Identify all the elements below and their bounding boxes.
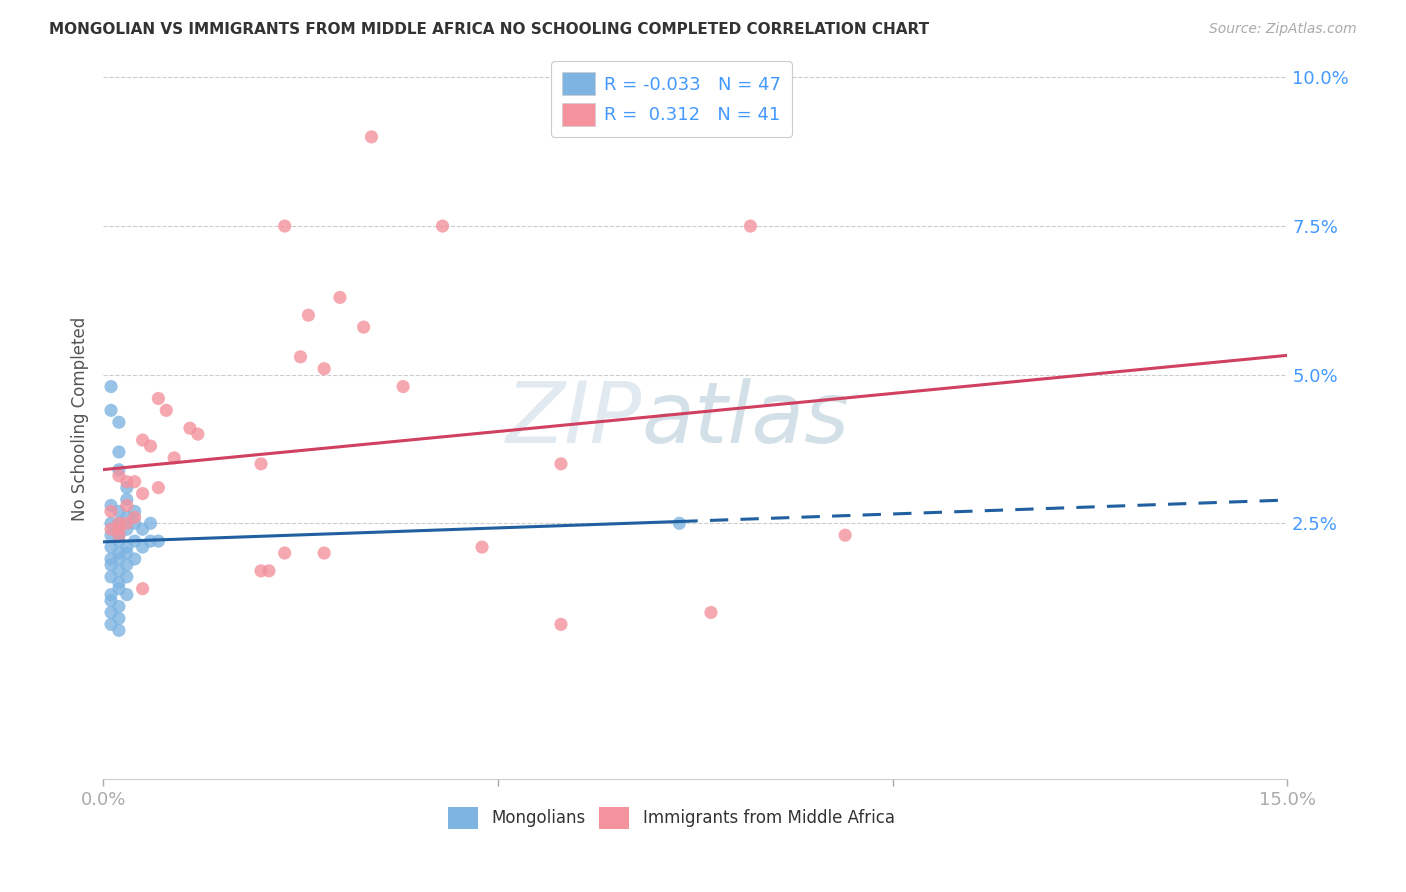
Point (108, 624, 131, 638)
Point (108, 546, 131, 560)
Point (550, 457, 572, 471)
Point (100, 516, 122, 531)
Point (353, 320, 375, 334)
Point (115, 558, 138, 572)
Point (108, 468, 131, 483)
Point (108, 463, 131, 477)
Point (148, 481, 170, 495)
Point (139, 439, 162, 453)
Point (115, 570, 138, 584)
Point (115, 481, 138, 495)
Point (131, 433, 153, 447)
Point (100, 570, 122, 584)
Point (155, 403, 177, 417)
Legend: Mongolians, Immigrants from Middle Africa: Mongolians, Immigrants from Middle Afric… (441, 801, 901, 835)
Text: ZIP: ZIP (506, 377, 643, 461)
Point (100, 558, 122, 572)
Point (115, 499, 138, 513)
Point (250, 457, 273, 471)
Point (700, 606, 723, 620)
Point (131, 486, 153, 500)
Point (108, 528, 131, 542)
Point (108, 564, 131, 578)
Point (834, 528, 856, 542)
Point (100, 593, 122, 607)
Point (314, 361, 336, 376)
Point (250, 564, 273, 578)
Point (392, 379, 415, 393)
Point (124, 504, 146, 518)
Point (108, 445, 131, 459)
Y-axis label: No Schooling Completed: No Schooling Completed (72, 318, 89, 522)
Point (187, 427, 209, 442)
Point (100, 528, 122, 542)
Text: atlas: atlas (643, 377, 849, 461)
Point (108, 582, 131, 596)
Point (131, 582, 153, 596)
Point (740, 219, 762, 233)
Point (108, 534, 131, 549)
Point (471, 540, 494, 554)
Point (360, 129, 382, 144)
Point (257, 564, 280, 578)
Point (108, 415, 131, 429)
Point (100, 522, 122, 536)
Point (115, 510, 138, 524)
Point (108, 516, 131, 531)
Point (108, 599, 131, 614)
Point (108, 575, 131, 590)
Point (432, 219, 454, 233)
Point (273, 546, 295, 560)
Point (100, 403, 122, 417)
Point (115, 588, 138, 602)
Point (329, 290, 352, 304)
Point (124, 475, 146, 489)
Point (100, 379, 122, 393)
Point (131, 540, 153, 554)
Point (314, 546, 336, 560)
Point (163, 450, 186, 465)
Point (297, 308, 319, 322)
Point (550, 617, 572, 632)
Point (100, 504, 122, 518)
Point (108, 528, 131, 542)
Point (131, 522, 153, 536)
Point (124, 510, 146, 524)
Point (124, 516, 146, 531)
Point (115, 516, 138, 531)
Point (108, 611, 131, 625)
Point (108, 504, 131, 518)
Point (148, 392, 170, 406)
Point (139, 516, 162, 531)
Point (108, 552, 131, 566)
Point (179, 421, 201, 435)
Point (100, 499, 122, 513)
Point (108, 522, 131, 536)
Point (115, 522, 138, 536)
Point (124, 552, 146, 566)
Point (115, 475, 138, 489)
Point (115, 546, 138, 560)
Text: Source: ZipAtlas.com: Source: ZipAtlas.com (1209, 22, 1357, 37)
Point (100, 588, 122, 602)
Point (115, 540, 138, 554)
Point (290, 350, 312, 364)
Point (100, 540, 122, 554)
Point (100, 606, 122, 620)
Point (124, 534, 146, 549)
Point (115, 492, 138, 507)
Point (139, 534, 162, 549)
Text: MONGOLIAN VS IMMIGRANTS FROM MIDDLE AFRICA NO SCHOOLING COMPLETED CORRELATION CH: MONGOLIAN VS IMMIGRANTS FROM MIDDLE AFRI… (49, 22, 929, 37)
Point (108, 516, 131, 531)
Point (668, 516, 690, 531)
Point (100, 617, 122, 632)
Point (100, 552, 122, 566)
Point (273, 219, 295, 233)
Point (148, 534, 170, 549)
